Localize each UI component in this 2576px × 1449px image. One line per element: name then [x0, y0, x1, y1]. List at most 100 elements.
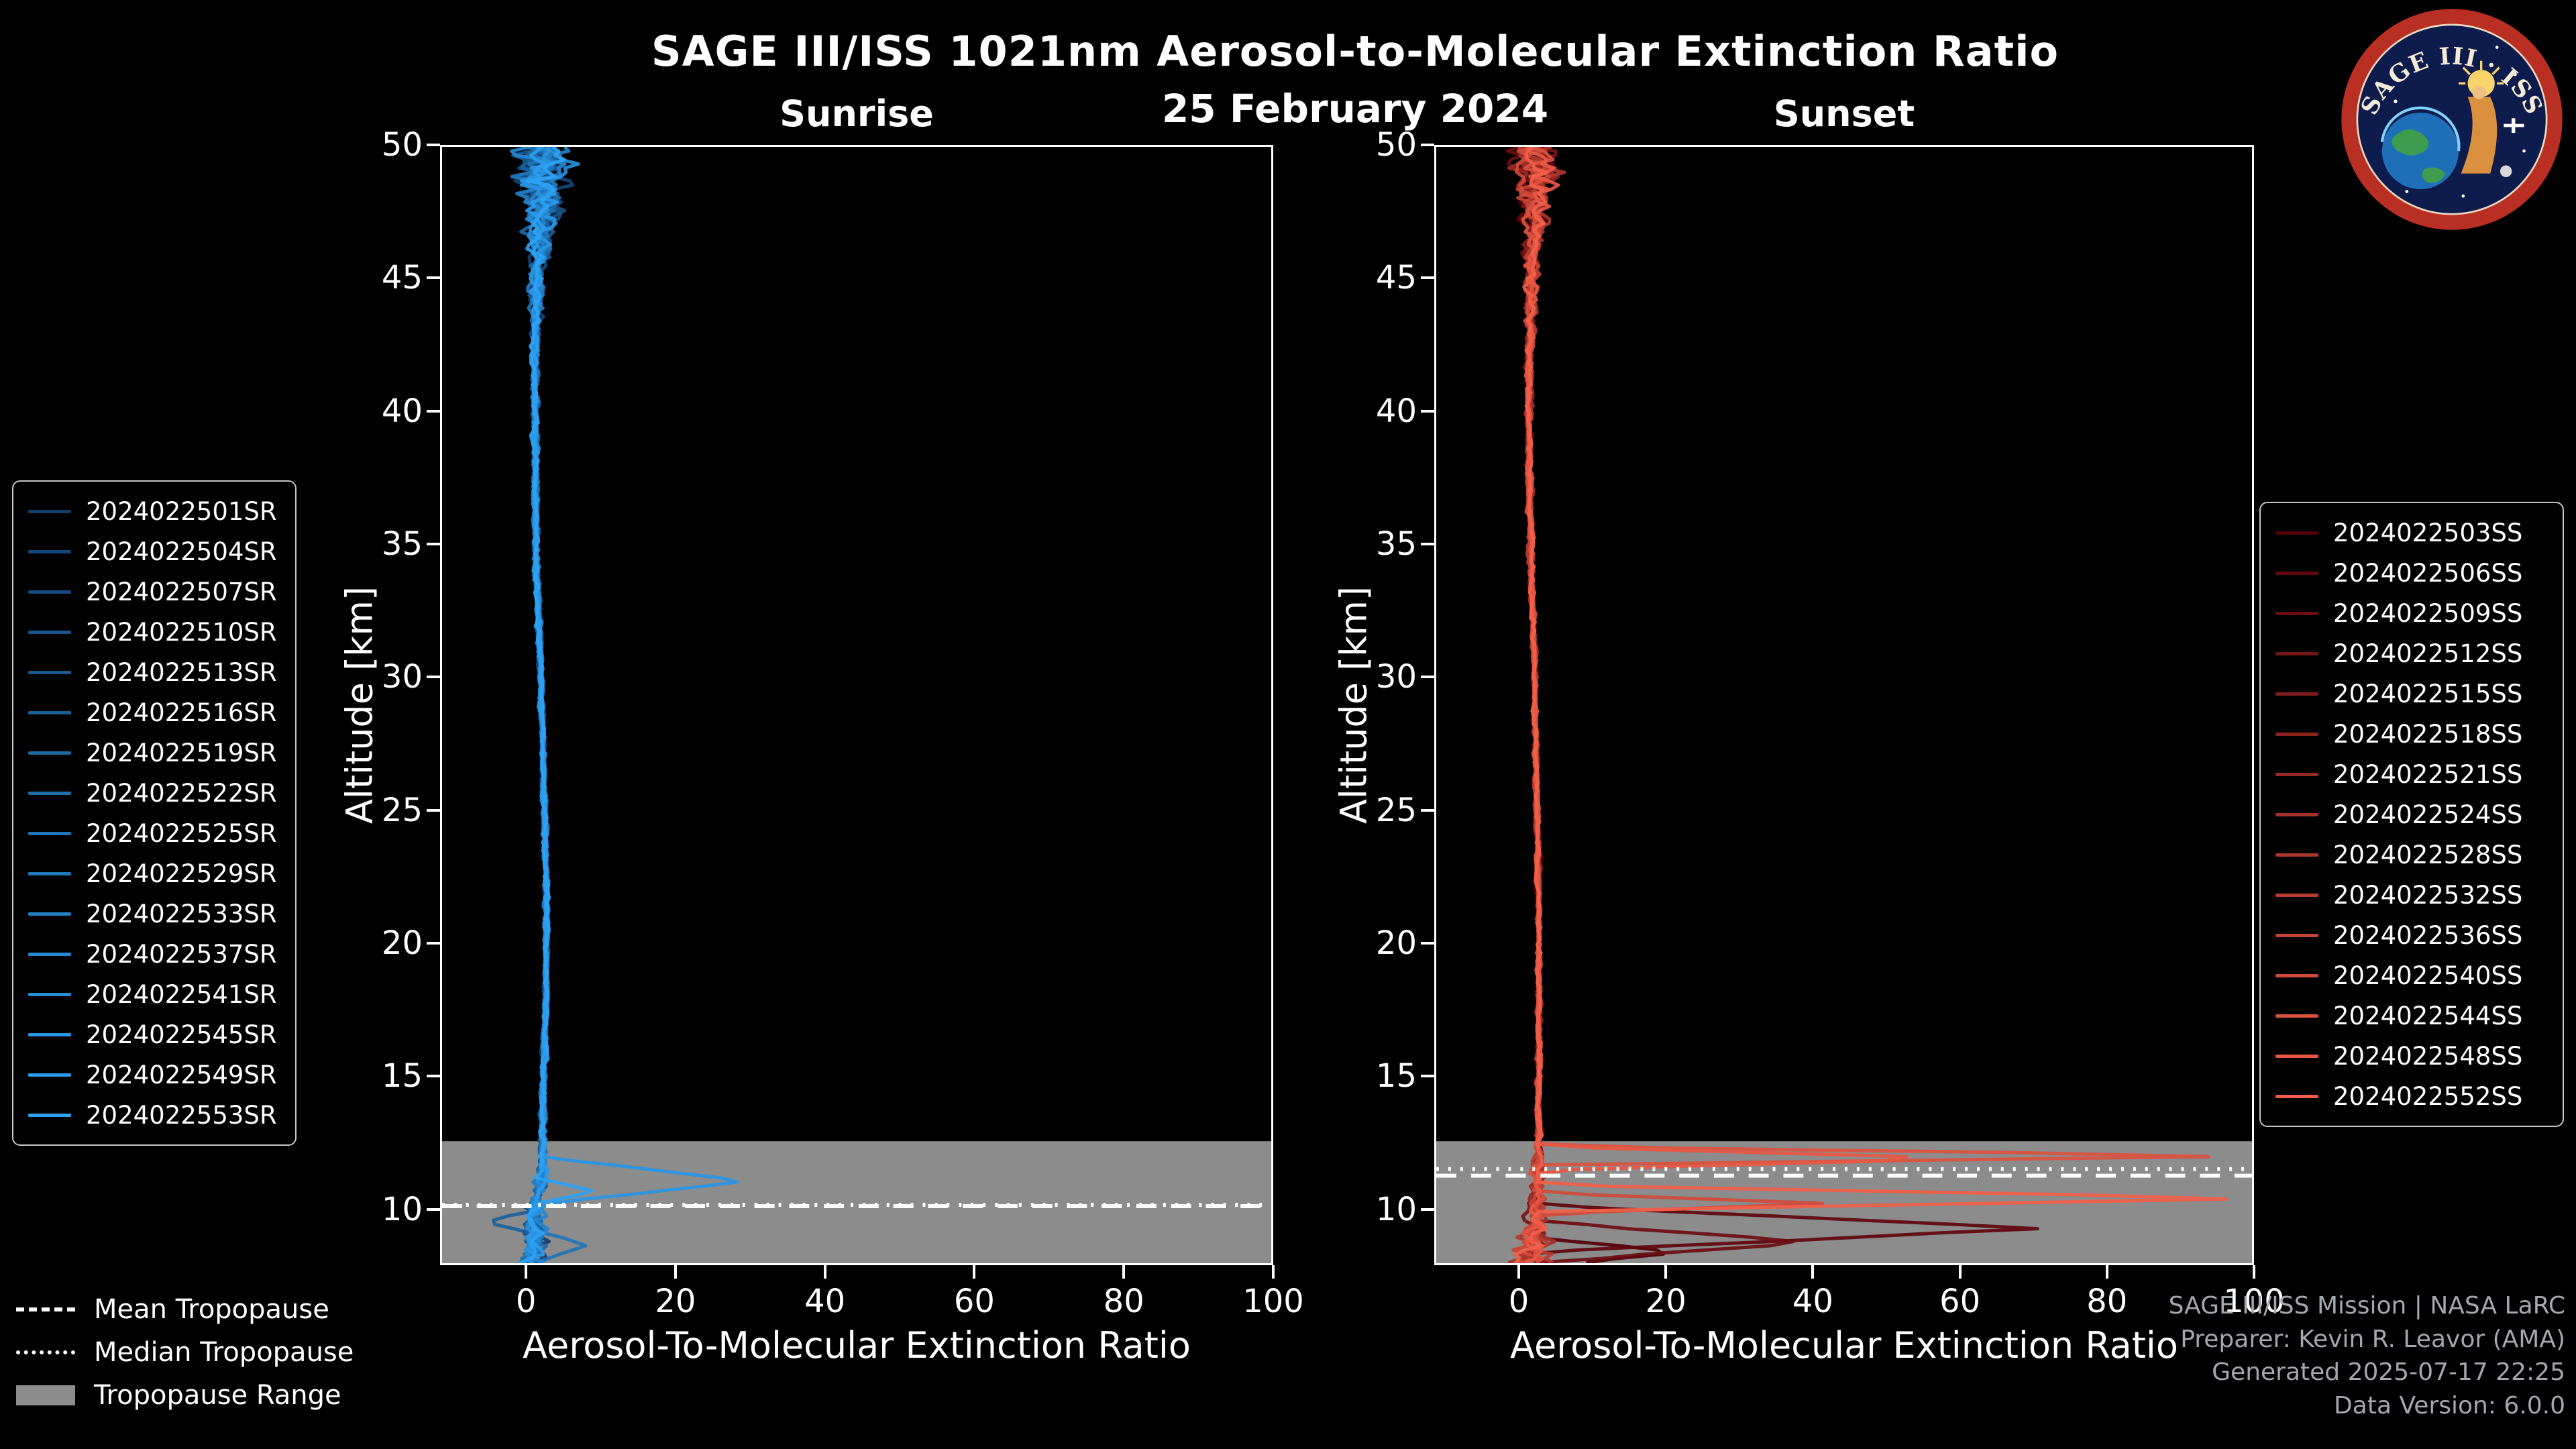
legend-item-label: 2024022537SR [86, 939, 277, 969]
x-tick-label: 40 [1792, 1283, 1833, 1320]
x-tick [823, 1265, 826, 1279]
y-tick-label: 35 [381, 525, 423, 563]
y-tick [427, 1208, 440, 1211]
x-tick-label: 20 [655, 1283, 696, 1320]
y-tick-label: 15 [1375, 1057, 1417, 1095]
footer-credits: SAGE III/ISS Mission | NASA LaRC Prepare… [2169, 1289, 2565, 1423]
sunset-series-swatch [2275, 812, 2318, 816]
legend-item: 2024022528SS [2275, 836, 2548, 873]
x-axis-label: Aerosol-To-Molecular Extinction Ratio [523, 1324, 1191, 1366]
logo-sage-head [2472, 85, 2486, 99]
y-tick [427, 1075, 440, 1078]
series-line [519, 147, 739, 1263]
y-tick [1421, 1075, 1434, 1078]
y-tick-label: 25 [1375, 791, 1417, 829]
legend-item: 2024022503SS [2275, 514, 2548, 551]
legend-item: 2024022507SR [28, 573, 280, 610]
legend-item-label: 2024022504SR [86, 537, 277, 566]
median-tropopause-legend-row: Median Tropopause [16, 1337, 354, 1368]
legend-item: 2024022548SS [2275, 1037, 2548, 1075]
legend-item-label: 2024022510SR [86, 617, 277, 647]
y-tick [427, 942, 440, 945]
series-line [519, 147, 594, 1263]
sunrise-series-swatch [28, 549, 71, 553]
legend-item: 2024022519SR [28, 734, 280, 771]
legend-item-label: 2024022507SR [86, 577, 277, 606]
logo-continent-2 [2422, 167, 2445, 183]
legend-sunset: 2024022503SS 2024022506SS 2024022509SS 2024… [2259, 502, 2564, 1127]
legend-item: 2024022525SR [28, 814, 280, 852]
legend-item-label: 2024022532SS [2333, 880, 2523, 910]
x-tick [2253, 1265, 2255, 1279]
sunset-series-swatch [2275, 772, 2318, 776]
tropopause-legend: Mean Tropopause Median Tropopause Tropop… [16, 1294, 354, 1411]
sunset-series-swatch [2275, 973, 2318, 977]
legend-item: 2024022504SR [28, 533, 280, 570]
sunrise-series-swatch [28, 630, 71, 634]
sunset-series-swatch [2275, 893, 2318, 897]
y-tick-label: 30 [381, 658, 423, 696]
series-line [1511, 147, 1825, 1263]
x-tick-label: 0 [1508, 1283, 1529, 1320]
series-line [492, 147, 560, 1263]
y-tick [427, 676, 440, 679]
legend-item-label: 2024022506SS [2333, 558, 2523, 588]
legend-item-label: 2024022533SR [86, 899, 277, 928]
legend-item: 2024022518SS [2275, 715, 2548, 753]
y-tick-label: 25 [381, 791, 423, 829]
legend-item: 2024022510SR [28, 613, 280, 651]
sunrise-series-swatch [28, 1073, 71, 1077]
y-tick-label: 10 [1375, 1190, 1417, 1228]
y-tick-label: 10 [381, 1190, 423, 1228]
x-tick-label: 60 [953, 1283, 995, 1320]
legend-item-label: 2024022518SS [2333, 719, 2523, 749]
sunset-series-swatch [2275, 692, 2318, 696]
y-tick [427, 409, 440, 413]
sunset-series-swatch [2275, 1094, 2318, 1098]
x-tick [1811, 1265, 1815, 1279]
legend-item-label: 2024022544SS [2333, 1001, 2523, 1030]
sunrise-series-swatch [28, 912, 71, 916]
plot-panel-sunset [1434, 145, 2254, 1265]
x-tick-label: 20 [1645, 1283, 1686, 1320]
y-tick [1421, 676, 1434, 679]
x-tick [2105, 1265, 2108, 1279]
legend-item-label: 2024022519SR [86, 738, 277, 767]
legend-item-label: 2024022516SR [86, 698, 277, 727]
legend-item: 2024022532SS [2275, 876, 2548, 914]
x-tick [1664, 1265, 1668, 1279]
x-tick [1122, 1265, 1126, 1279]
legend-item: 2024022553SR [28, 1096, 280, 1134]
legend-item-label: 2024022525SR [86, 818, 277, 848]
panel-title-sunrise: Sunrise [780, 93, 934, 135]
legend-item-label: 2024022513SR [86, 657, 277, 687]
x-tick [1272, 1265, 1275, 1279]
sunrise-series-swatch [28, 1113, 71, 1117]
mean-tropopause-label: Mean Tropopause [94, 1294, 329, 1325]
y-tick-label: 45 [1375, 259, 1417, 297]
sunset-series-swatch [2275, 1054, 2318, 1058]
logo-iss [2504, 118, 2524, 133]
logo-sun-rays [2459, 60, 2504, 85]
logo-continent [2392, 129, 2429, 156]
legend-item-label: 2024022536SS [2333, 920, 2523, 950]
y-tick [427, 543, 440, 545]
legend-item: 2024022549SR [28, 1056, 280, 1093]
y-tick-label: 50 [381, 126, 423, 164]
legend-item-label: 2024022512SS [2333, 639, 2523, 668]
footer-preparer: Preparer: Kevin R. Leavor (AMA) [2180, 1325, 2565, 1353]
series-line [519, 147, 580, 1263]
sunrise-series-swatch [28, 670, 71, 674]
y-tick-label: 20 [1375, 924, 1417, 963]
y-tick [1421, 543, 1434, 545]
series-line [1521, 147, 2210, 1263]
legend-item-label: 2024022528SS [2333, 840, 2523, 869]
legend-item-label: 2024022521SS [2333, 759, 2523, 789]
y-tick-label: 15 [381, 1057, 423, 1095]
series-line [1513, 147, 2229, 1263]
y-tick-label: 35 [1375, 525, 1417, 563]
legend-item-label: 2024022529SR [86, 859, 277, 888]
legend-item: 2024022509SS [2275, 594, 2548, 632]
y-tick-label: 40 [381, 392, 423, 430]
legend-item: 2024022515SS [2275, 675, 2548, 712]
